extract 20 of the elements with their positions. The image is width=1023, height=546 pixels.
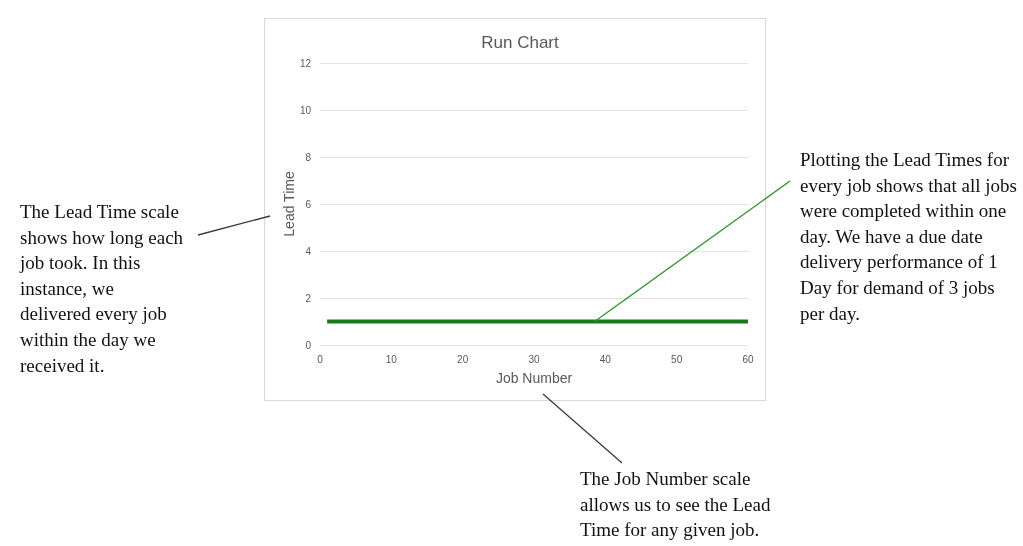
text: The Lead Time scale shows how long each job took. In this instance, we delivered every job within the day we received it. [20, 200, 185, 378]
x-tick-label: 20 [457, 353, 469, 365]
y-tick-label: 6 [305, 198, 312, 210]
x-tick-label: 40 [599, 353, 612, 365]
y-tick-label: 2 [305, 292, 312, 304]
x-tick-label: 30 [528, 353, 540, 365]
annotation: Plotting the Lead Times for every job shows that all jobs were completed within one day. We have a due date delivery performance of 1 Day for demand of 3 jobs per day. [800, 148, 1018, 326]
y-tick-label: 12 [299, 57, 312, 69]
y-axis-title: Lead Time [280, 171, 297, 237]
x-tick-label: 50 [671, 353, 683, 365]
x-axis-title: Job Number [495, 370, 573, 386]
x-tick-label: 60 [742, 353, 754, 365]
y-tick-label: 8 [305, 151, 312, 163]
chart-title: Run Chart [481, 33, 560, 52]
x-tick-label: 10 [385, 353, 398, 365]
text: The Job Number scale allows us to see the Lead Time for any given job. [580, 467, 772, 543]
y-tick-label: 10 [299, 104, 312, 116]
x-tick-label: 0 [317, 353, 324, 365]
y-tick-label: 4 [305, 245, 312, 257]
y-tick-label: 0 [305, 339, 312, 351]
